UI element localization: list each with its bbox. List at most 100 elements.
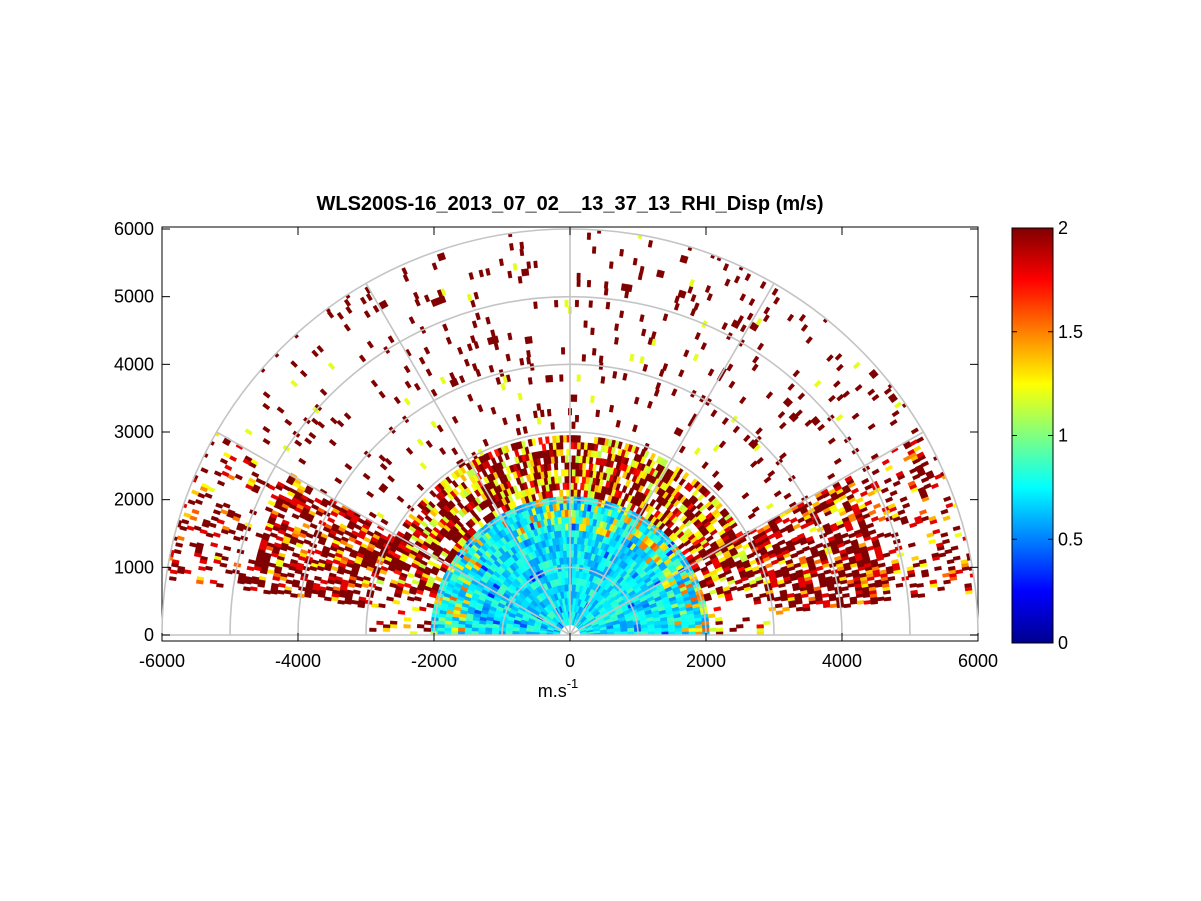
field-cell	[751, 506, 760, 514]
field-cell	[629, 353, 635, 362]
field-cell	[354, 539, 363, 546]
field-cell	[765, 391, 774, 400]
x-tick-label: 6000	[958, 651, 998, 671]
field-cell	[365, 565, 374, 572]
field-cell	[787, 383, 795, 391]
field-cell	[290, 360, 299, 368]
field-cell	[277, 529, 287, 536]
field-cell	[512, 263, 518, 271]
field-cell	[403, 397, 411, 406]
field-cell	[401, 267, 408, 276]
field-cell	[222, 439, 231, 447]
field-cell	[887, 502, 896, 510]
field-cell	[778, 421, 787, 430]
field-cell	[620, 283, 626, 291]
field-cell	[629, 459, 637, 468]
field-cell	[930, 482, 939, 490]
field-cell	[674, 295, 680, 304]
field-cell	[539, 409, 545, 418]
field-cell	[389, 582, 398, 589]
field-cell	[615, 419, 621, 428]
field-cell	[541, 443, 547, 452]
field-cell	[795, 569, 804, 575]
field-cell	[573, 394, 578, 402]
field-cell	[371, 603, 379, 609]
field-cell	[344, 462, 353, 471]
field-cell	[619, 310, 625, 319]
field-cell	[910, 427, 919, 435]
field-cell	[438, 447, 447, 456]
field-cell	[773, 490, 782, 498]
field-cell	[897, 509, 906, 516]
field-cell	[319, 388, 328, 397]
field-cell	[562, 482, 567, 490]
field-cell	[519, 248, 525, 257]
field-cell	[246, 565, 255, 572]
field-cell	[463, 358, 470, 367]
field-cell	[726, 575, 735, 582]
field-cell	[199, 486, 208, 493]
field-cell	[574, 475, 580, 484]
field-cell	[883, 477, 892, 485]
field-cell	[756, 624, 764, 629]
field-cell	[559, 448, 564, 457]
field-cell	[842, 390, 851, 398]
field-cell	[887, 576, 896, 582]
field-cell	[923, 483, 932, 490]
field-cell	[362, 536, 372, 543]
field-cell	[521, 268, 526, 277]
field-cell	[916, 451, 925, 459]
field-cell	[593, 436, 599, 445]
field-cell	[284, 418, 293, 427]
field-cell	[642, 363, 649, 372]
field-cell	[792, 369, 801, 378]
field-cell	[304, 516, 314, 523]
field-cell	[337, 599, 345, 605]
x-tick-label: -4000	[275, 651, 321, 671]
field-cell	[484, 631, 493, 635]
field-cell	[276, 406, 285, 414]
field-cell	[270, 589, 278, 595]
field-cell	[744, 273, 752, 282]
field-cell	[578, 462, 583, 470]
field-cell	[451, 623, 459, 629]
field-cell	[798, 555, 807, 562]
field-cell	[673, 426, 681, 436]
field-cell	[554, 300, 559, 308]
field-cell	[871, 393, 880, 402]
field-cell	[237, 579, 245, 585]
field-cell	[423, 620, 432, 626]
field-cell	[693, 447, 702, 456]
field-cell	[749, 321, 757, 330]
field-cell	[423, 346, 431, 355]
field-cell	[751, 565, 760, 572]
field-cell	[870, 515, 879, 523]
field-cell	[737, 315, 745, 324]
field-cell	[815, 542, 824, 549]
field-cell	[228, 455, 238, 462]
field-cell	[362, 472, 371, 481]
field-cell	[564, 455, 569, 463]
field-cell	[553, 469, 559, 477]
field-cell	[867, 423, 876, 431]
field-cell	[436, 289, 443, 298]
field-cell	[576, 442, 581, 450]
field-cell	[562, 502, 567, 511]
field-cell	[707, 368, 715, 377]
field-cell	[376, 620, 384, 626]
field-cell	[456, 501, 465, 510]
field-cell	[564, 469, 569, 477]
field-cell	[694, 332, 701, 341]
field-cell	[189, 542, 198, 548]
x-axis-label-base: m.s	[538, 681, 567, 701]
field-cell	[444, 623, 452, 629]
field-cell	[940, 532, 949, 538]
y-tick-label: 5000	[114, 287, 154, 307]
field-cell	[288, 565, 297, 572]
field-cell	[488, 364, 495, 373]
field-cell	[533, 301, 538, 309]
field-cell	[538, 437, 543, 445]
field-cell	[308, 431, 317, 440]
field-cell	[571, 509, 576, 517]
